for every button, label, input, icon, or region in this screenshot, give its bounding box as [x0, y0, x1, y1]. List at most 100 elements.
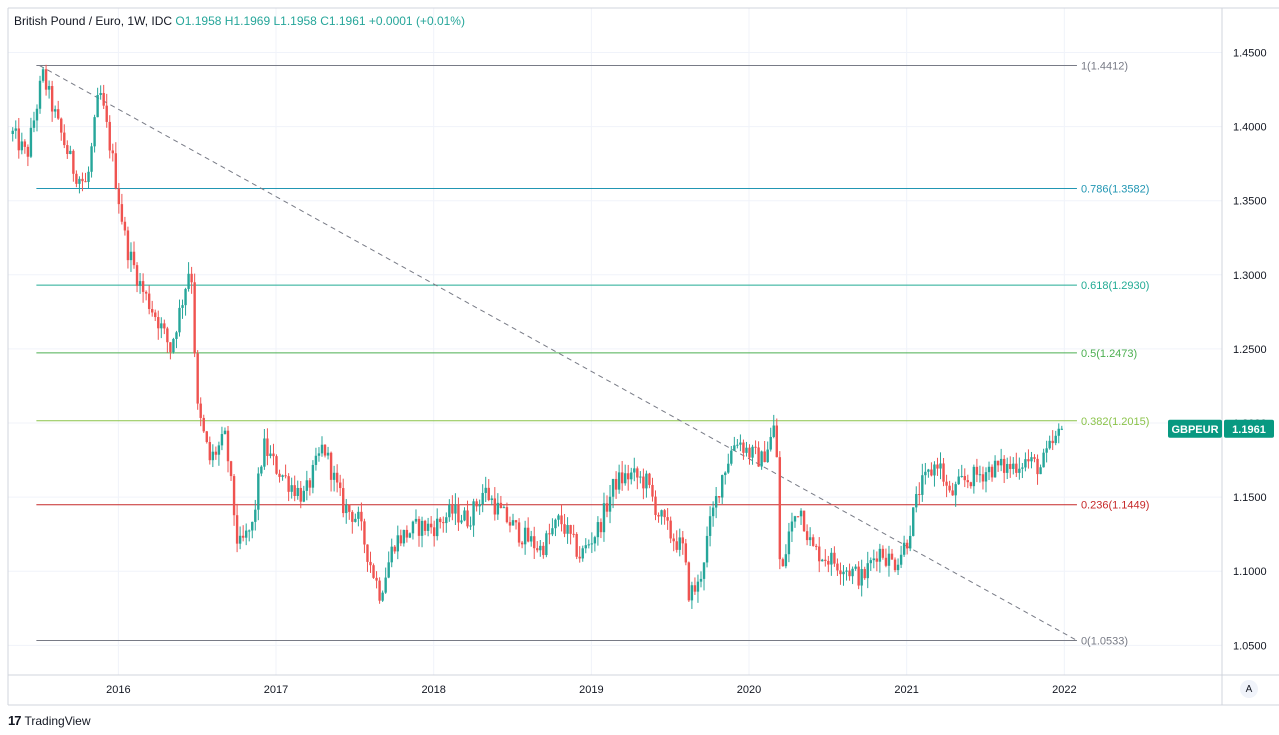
price-tick-label: 1.1000 [1233, 566, 1267, 578]
candle-body [420, 520, 424, 536]
candle-body [824, 559, 827, 561]
candle-body [1033, 457, 1036, 459]
candle-body [981, 474, 985, 482]
candle-body [147, 293, 151, 310]
candle-body [711, 507, 715, 517]
candle-body [69, 150, 72, 154]
candle-body [335, 472, 339, 483]
candle-body [793, 516, 797, 522]
candle-body [796, 516, 800, 518]
candle-body [799, 510, 803, 517]
candle-body [605, 503, 609, 512]
candle-body [854, 566, 857, 569]
candle-body [17, 128, 20, 151]
candle-body [1042, 452, 1045, 468]
candle-body [836, 563, 839, 571]
candle-body [927, 469, 930, 472]
candle-body [951, 490, 954, 496]
candle-body [372, 565, 375, 578]
candle-body [815, 545, 818, 547]
candle-body [954, 484, 957, 496]
candle-body [135, 265, 139, 286]
candle-body [702, 562, 706, 579]
candle-body [1045, 448, 1048, 453]
candle-body [345, 504, 348, 514]
candle-body [912, 507, 915, 536]
candle-body [251, 521, 254, 531]
candle-body [311, 464, 315, 488]
candle-body [278, 473, 281, 477]
candle-body [693, 585, 697, 592]
candle-body [584, 545, 587, 549]
candle-body [727, 463, 730, 473]
candle-body [411, 521, 415, 534]
candle-body [363, 521, 366, 545]
candle-body [990, 466, 994, 478]
candle-body [563, 524, 566, 534]
candle-body [199, 403, 202, 418]
candle-body [32, 120, 36, 128]
candle-body [138, 281, 142, 286]
candle-body [202, 417, 205, 432]
candle-body [248, 530, 251, 532]
candle-body [633, 468, 636, 473]
price-tick-label: 1.3000 [1233, 270, 1267, 282]
candle-body [141, 281, 145, 292]
candle-body [942, 463, 945, 482]
candle-body [866, 563, 869, 579]
candle-body [44, 69, 48, 90]
candle-body [639, 476, 642, 478]
candle-body [757, 447, 760, 467]
auto-scale-button[interactable]: A [1240, 680, 1258, 698]
candle-body [657, 514, 660, 517]
candle-body [769, 436, 772, 450]
candle-body [972, 466, 976, 487]
candle-body [320, 444, 324, 454]
ohlc-values: O1.1958 H1.1969 L1.1958 C1.1961 +0.0001 … [175, 14, 465, 28]
candle-body [323, 444, 327, 456]
candle-body [754, 446, 757, 448]
fibonacci-retracement[interactable]: 1(1.4412) 0.786(1.3582) 0.618(1.2930) 0.5(1… [36, 61, 1149, 648]
candle-body [1036, 458, 1039, 475]
candle-body [993, 460, 997, 478]
candle-body [724, 472, 727, 476]
candle-body [338, 482, 342, 489]
candle-body [890, 553, 894, 560]
candle-body [66, 145, 69, 154]
candle-body [1024, 459, 1027, 468]
candle-body [257, 473, 260, 510]
candle-body [414, 518, 418, 522]
candle-body [281, 475, 284, 477]
candle-body [1030, 457, 1033, 462]
time-tick-label: 2021 [894, 684, 918, 696]
candle-body [721, 475, 724, 498]
candle-body [739, 442, 742, 445]
candle-body [299, 487, 302, 502]
candle-body [875, 558, 879, 562]
tradingview-branding[interactable]: 17 TradingView [8, 713, 91, 728]
candle-body [293, 485, 296, 496]
candle-body [211, 451, 215, 461]
candle-body [851, 568, 854, 577]
candle-body [102, 93, 105, 106]
candle-body [126, 230, 130, 261]
candle-body [381, 592, 384, 601]
price-tick-label: 1.4500 [1233, 47, 1267, 59]
candle-body [11, 130, 14, 134]
candle-body [260, 466, 263, 474]
candle-body [957, 476, 960, 485]
candle-body [326, 452, 330, 456]
candle-body [905, 542, 909, 549]
candle-body [351, 511, 354, 522]
candle-body [1054, 435, 1057, 444]
candle-body [23, 141, 27, 147]
candle-body [896, 564, 900, 571]
price-tick-label: 1.2500 [1233, 344, 1267, 356]
candle-body [348, 504, 351, 512]
candle-body [575, 534, 578, 557]
candle-body [839, 570, 842, 575]
candle-body [123, 221, 127, 231]
candle-body [360, 511, 363, 522]
candle-body [163, 323, 166, 329]
